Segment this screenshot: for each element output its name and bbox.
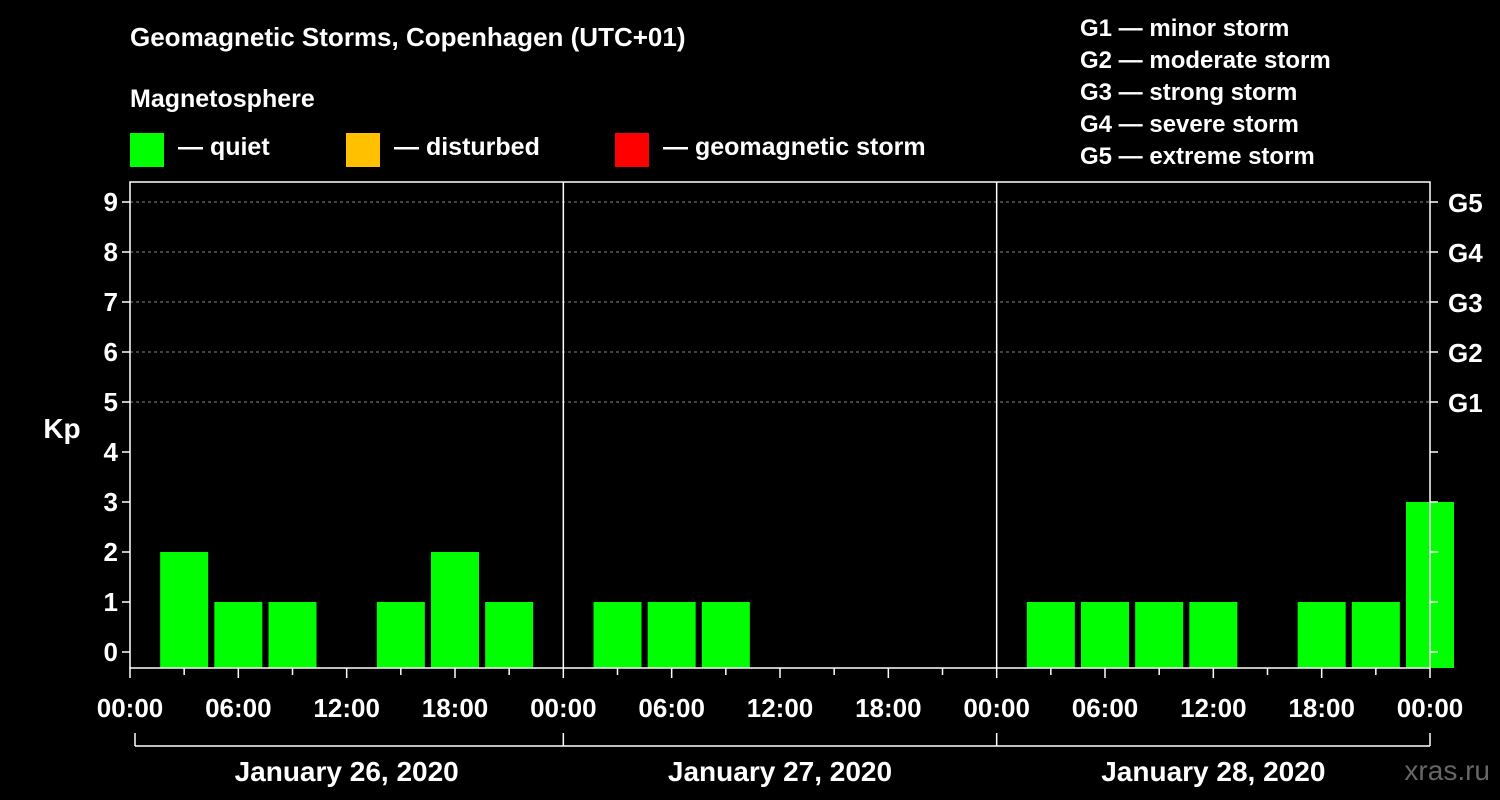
- kp-bar: [268, 602, 317, 668]
- storm-scale-g1: G1 — minor storm: [1080, 15, 1290, 42]
- y-tick-label: 9: [104, 187, 118, 217]
- x-tick-label: 12:00: [747, 693, 814, 723]
- y-tick-label: 4: [104, 437, 119, 467]
- x-tick-label: 18:00: [1288, 693, 1355, 723]
- x-tick-label: 18:00: [855, 693, 922, 723]
- kp-bar: [1351, 602, 1400, 668]
- storm-scale-g4: G4 — severe storm: [1080, 111, 1299, 138]
- g-scale-label: G2: [1448, 338, 1483, 368]
- kp-bar: [431, 552, 479, 668]
- g-scale-label: G4: [1448, 238, 1483, 268]
- legend-swatch-disturbed: [346, 133, 380, 167]
- kp-bar: [160, 552, 209, 668]
- g-scale-label: G1: [1448, 388, 1483, 418]
- day-label: January 28, 2020: [1101, 756, 1325, 787]
- x-tick-label: 12:00: [313, 693, 380, 723]
- y-tick-label: 0: [104, 637, 118, 667]
- magnetosphere-title: Magnetosphere: [130, 85, 315, 113]
- x-tick-label: 12:00: [1180, 693, 1247, 723]
- kp-bar: [1081, 602, 1129, 668]
- kp-bar: [701, 602, 750, 668]
- kp-bar: [1135, 602, 1184, 668]
- kp-bar: [485, 602, 534, 668]
- g-scale-label: G3: [1448, 288, 1483, 318]
- y-tick-label: 1: [104, 587, 118, 617]
- kp-bar: [214, 602, 263, 668]
- y-tick-label: 7: [104, 287, 118, 317]
- x-tick-label: 06:00: [638, 693, 705, 723]
- kp-bar: [593, 602, 642, 668]
- x-tick-label: 00:00: [963, 693, 1030, 723]
- legend-swatch-quiet: [130, 133, 164, 167]
- day-label: January 26, 2020: [235, 756, 459, 787]
- y-tick-label: 3: [104, 487, 118, 517]
- y-tick-label: 2: [104, 537, 118, 567]
- chart-title: Geomagnetic Storms, Copenhagen (UTC+01): [130, 22, 686, 52]
- x-tick-label: 18:00: [422, 693, 489, 723]
- storm-scale-g2: G2 — moderate storm: [1080, 47, 1331, 74]
- x-tick-label: 06:00: [1072, 693, 1139, 723]
- day-label: January 27, 2020: [668, 756, 892, 787]
- g-scale-label: G5: [1448, 188, 1483, 218]
- y-tick-label: 8: [104, 237, 118, 267]
- legend-label-disturbed: — disturbed: [394, 133, 540, 161]
- legend-label-storm: — geomagnetic storm: [663, 133, 926, 161]
- x-tick-label: 00:00: [1397, 693, 1464, 723]
- y-tick-label: 6: [104, 337, 118, 367]
- y-axis-title: Kp: [43, 413, 80, 444]
- watermark: xras.ru: [1404, 755, 1490, 786]
- x-tick-label: 06:00: [205, 693, 272, 723]
- storm-scale-g3: G3 — strong storm: [1080, 79, 1298, 106]
- kp-bar: [647, 602, 696, 668]
- kp-bar: [1297, 602, 1346, 668]
- plot-frame: [129, 181, 1431, 669]
- y-tick-label: 5: [104, 387, 118, 417]
- kp-bar: [376, 602, 425, 668]
- legend-label-quiet: — quiet: [178, 133, 270, 161]
- kp-bar: [1026, 602, 1075, 668]
- kp-bar: [1189, 602, 1238, 668]
- x-tick-label: 00:00: [97, 693, 164, 723]
- legend-swatch-storm: [615, 133, 649, 167]
- x-tick-label: 00:00: [530, 693, 597, 723]
- storm-scale-g5: G5 — extreme storm: [1080, 143, 1315, 170]
